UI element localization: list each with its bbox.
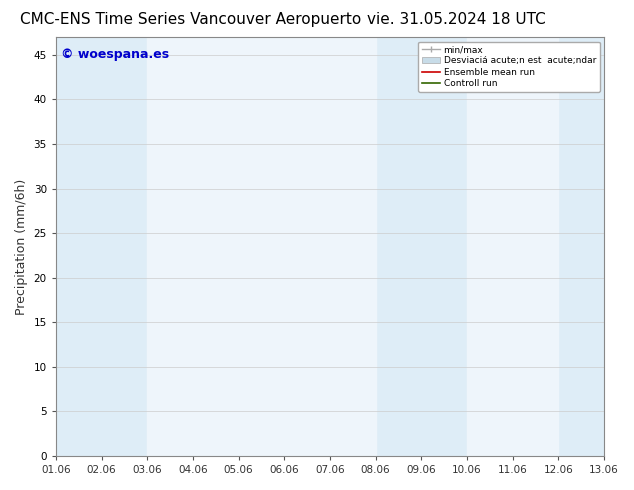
Text: CMC-ENS Time Series Vancouver Aeropuerto: CMC-ENS Time Series Vancouver Aeropuerto: [20, 12, 361, 27]
Bar: [147, 37, 376, 456]
Bar: [559, 37, 604, 456]
Text: vie. 31.05.2024 18 UTC: vie. 31.05.2024 18 UTC: [367, 12, 546, 27]
Legend: min/max, Desviaciá acute;n est  acute;ndar, Ensemble mean run, Controll run: min/max, Desviaciá acute;n est acute;nda…: [418, 42, 600, 92]
Bar: [147, 37, 376, 456]
Y-axis label: Precipitation (mm/6h): Precipitation (mm/6h): [15, 178, 28, 315]
Bar: [467, 37, 559, 456]
Bar: [56, 37, 147, 456]
Bar: [467, 37, 559, 456]
Text: © woespana.es: © woespana.es: [61, 48, 169, 61]
Bar: [376, 37, 467, 456]
